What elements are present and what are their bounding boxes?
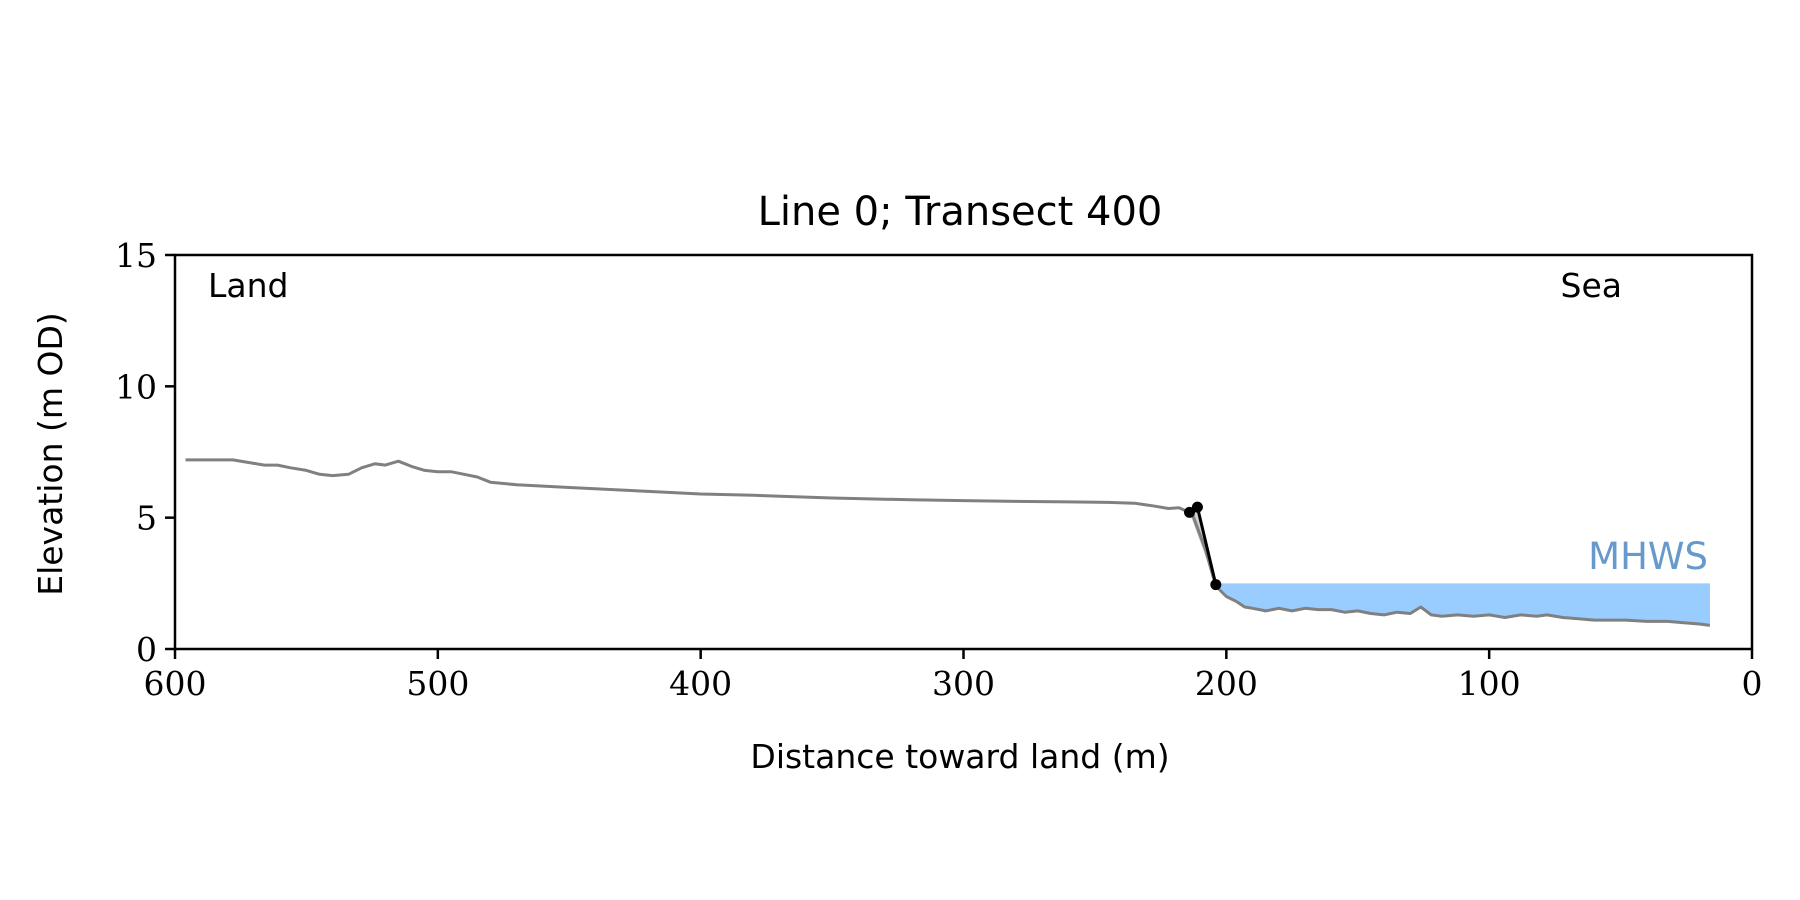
x-tick-label: 300 — [932, 664, 995, 703]
cliff-point — [1210, 579, 1222, 591]
x-tick-label: 600 — [144, 664, 207, 703]
plot-area — [185, 458, 1711, 627]
x-tick-label: 400 — [669, 664, 732, 703]
cliff-point — [1184, 506, 1196, 518]
x-axis-label: Distance toward land (m) — [750, 737, 1169, 776]
y-axis-label: Elevation (m OD) — [31, 312, 70, 596]
mhws-label: MHWS — [1588, 535, 1708, 578]
land-annotation: Land — [208, 266, 288, 305]
y-tick-label: 0 — [136, 630, 157, 669]
chart-title: Line 0; Transect 400 — [758, 189, 1163, 235]
mhws-water-fill — [1215, 583, 1710, 626]
x-tick-label: 0 — [1742, 664, 1763, 703]
x-tick-label: 500 — [406, 664, 469, 703]
sea-annotation: Sea — [1561, 266, 1622, 305]
x-tick-label: 100 — [1458, 664, 1521, 703]
y-tick-label: 5 — [136, 499, 157, 538]
y-tick-label: 15 — [115, 236, 157, 275]
x-tick-label: 200 — [1195, 664, 1258, 703]
cliff-point — [1191, 501, 1203, 513]
y-tick-label: 10 — [115, 367, 157, 406]
axes: 600 500 400 300 200 100 0 0 5 10 15 — [115, 236, 1763, 703]
